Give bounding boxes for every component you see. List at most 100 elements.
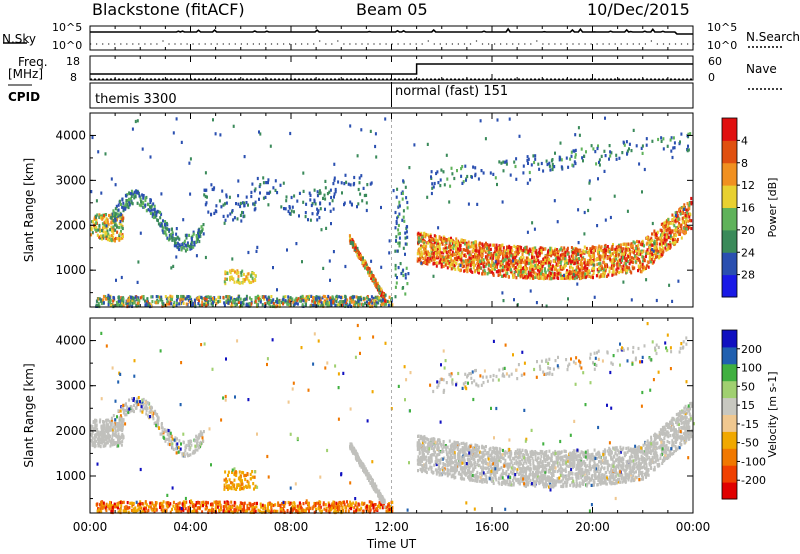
power-cell — [106, 238, 109, 242]
power-cell — [430, 243, 433, 247]
power-cell — [671, 299, 674, 303]
power-cell — [454, 267, 457, 271]
power-cell — [122, 297, 125, 301]
power-cell — [324, 179, 327, 183]
power-cell — [98, 297, 101, 301]
power-cell — [653, 258, 656, 262]
power-cell — [604, 254, 607, 258]
power-cell — [560, 276, 563, 280]
power-cell — [452, 243, 455, 247]
power-cell — [122, 304, 125, 308]
power-cell — [359, 254, 362, 258]
power-cell — [542, 273, 545, 277]
power-cell — [600, 154, 603, 158]
power-cell — [106, 229, 109, 233]
power-cell — [149, 211, 152, 215]
velocity-cell — [177, 505, 180, 509]
power-cell — [177, 247, 180, 251]
power-cell — [225, 299, 228, 303]
power-cell — [394, 263, 397, 268]
power-cell — [433, 181, 436, 186]
power-panel — [90, 116, 693, 309]
power-cell — [522, 164, 525, 168]
power-cell — [554, 253, 556, 257]
power-cell — [268, 302, 271, 306]
power-cell — [293, 210, 295, 214]
power-cell — [176, 241, 179, 245]
power-cell — [311, 202, 314, 206]
power-cell — [125, 199, 128, 203]
power-cell — [105, 217, 108, 221]
power-cell — [510, 254, 513, 258]
power-cell — [555, 251, 558, 255]
power-cell — [143, 205, 146, 209]
power-cell — [291, 205, 294, 209]
power-cell — [145, 209, 148, 213]
power-cell — [602, 249, 605, 253]
power-cell — [459, 246, 462, 250]
power-cell — [658, 237, 661, 241]
velocity-cell — [259, 502, 262, 506]
power-cell — [178, 302, 181, 306]
power-cell — [679, 212, 682, 216]
power-cell — [476, 253, 479, 258]
power-cell — [103, 214, 105, 218]
power-cell — [495, 243, 498, 247]
power-cell — [425, 232, 428, 237]
power-cell — [497, 249, 500, 253]
power-cell — [502, 252, 505, 256]
power-cell — [186, 247, 189, 251]
power-cell — [571, 163, 574, 167]
power-cell — [664, 240, 667, 244]
power-cell — [187, 295, 190, 299]
power-cell — [262, 196, 265, 200]
power-cell — [447, 254, 450, 258]
power-cell — [570, 150, 573, 154]
power-cell — [282, 181, 285, 185]
velocity-cell — [116, 434, 119, 439]
power-cell — [149, 209, 152, 213]
power-cell — [111, 212, 114, 216]
power-cell — [98, 235, 101, 239]
power-cell — [114, 236, 117, 241]
power-cell — [290, 195, 293, 200]
power-cell — [546, 261, 549, 265]
power-cell — [550, 265, 553, 269]
power-cell — [263, 297, 266, 301]
power-cell — [397, 266, 400, 270]
power-cell — [473, 258, 476, 262]
power-cell — [191, 303, 194, 307]
power-cell — [253, 189, 256, 193]
power-cell — [416, 257, 419, 261]
power-cell — [596, 262, 599, 266]
power-cell — [246, 277, 248, 281]
power-cell — [639, 252, 642, 256]
power-cell — [609, 257, 612, 261]
power-cell — [423, 234, 426, 238]
power-cell — [509, 246, 512, 250]
power-cell — [586, 272, 589, 276]
power-cell — [376, 285, 379, 289]
power-cell — [364, 266, 366, 270]
power-cell — [557, 253, 560, 257]
power-cell — [584, 272, 587, 276]
power-cell — [554, 259, 557, 263]
power-cell — [533, 255, 536, 259]
power-cell — [429, 257, 432, 261]
power-cell — [394, 273, 397, 277]
power-cell — [683, 226, 686, 230]
power-cell — [112, 235, 114, 239]
power-cell — [426, 259, 428, 263]
power-cell — [204, 255, 207, 260]
power-cell — [152, 215, 155, 220]
power-cell — [611, 252, 614, 256]
power-cell — [574, 161, 577, 166]
velocity-cell — [298, 501, 301, 505]
velocity-cell — [211, 502, 214, 506]
power-cell — [427, 260, 430, 264]
power-cell — [449, 247, 452, 252]
power-cell — [116, 218, 118, 222]
power-cell — [536, 255, 539, 259]
power-cell — [432, 251, 435, 256]
power-cell — [307, 218, 309, 222]
